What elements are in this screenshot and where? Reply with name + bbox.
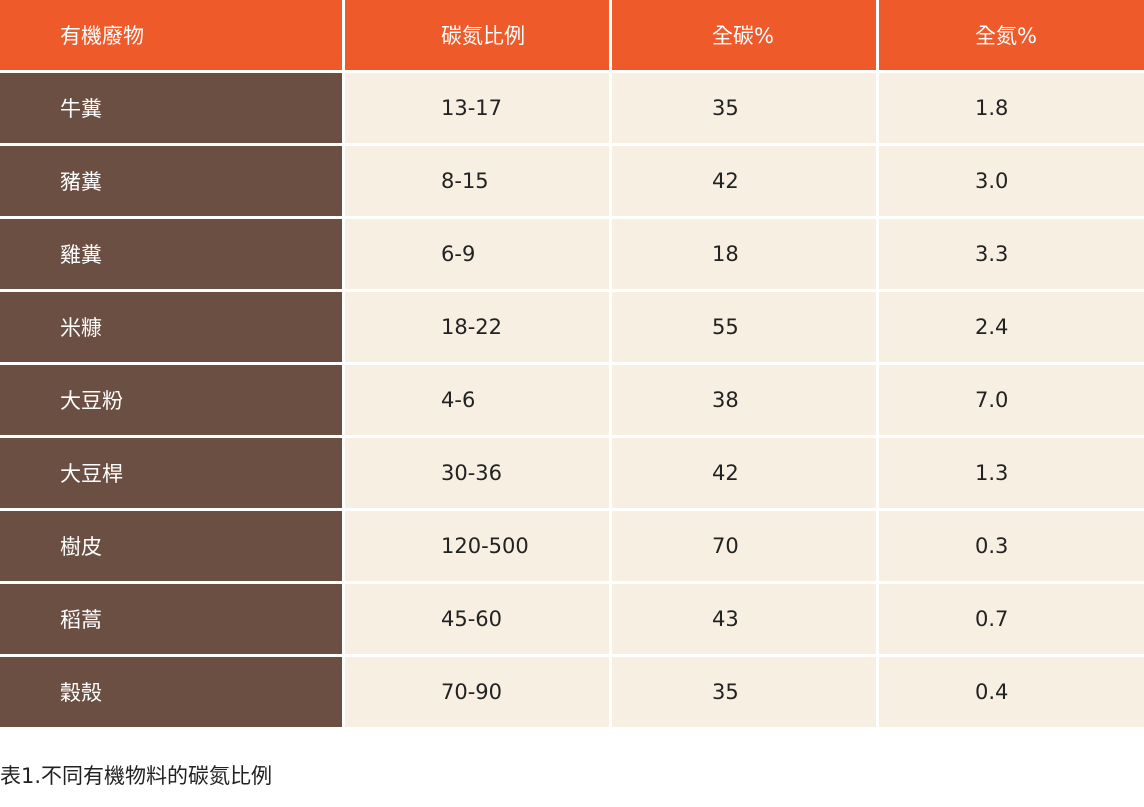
table-cell: 18 xyxy=(612,219,876,289)
header-cell: 有機廢物 xyxy=(0,0,342,70)
row-label: 米糠 xyxy=(0,292,342,362)
row-label: 大豆桿 xyxy=(0,438,342,508)
table-cell: 4-6 xyxy=(345,365,609,435)
table-cell: 30-36 xyxy=(345,438,609,508)
table-cell: 1.3 xyxy=(879,438,1144,508)
row-label: 大豆粉 xyxy=(0,365,342,435)
table-cell: 70-90 xyxy=(345,657,609,727)
table: 有機廢物 碳氮比例 全碳% 全氮% 牛糞 13-17 35 1.8 豬糞 8-15 42 3.0 雞糞 6… xyxy=(0,0,1144,727)
row-label: 稻蒿 xyxy=(0,584,342,654)
caption: 表1.不同有機物料的碳氮比例 xyxy=(0,764,273,788)
header-cell: 全碳% xyxy=(612,0,876,70)
table-cell: 8-15 xyxy=(345,146,609,216)
table-cell: 18-22 xyxy=(345,292,609,362)
table-cell: 6-9 xyxy=(345,219,609,289)
row-label: 豬糞 xyxy=(0,146,342,216)
table-cell: 120-500 xyxy=(345,511,609,581)
table-cell: 0.7 xyxy=(879,584,1144,654)
table-cell: 42 xyxy=(612,146,876,216)
table-cell: 42 xyxy=(612,438,876,508)
table-cell: 35 xyxy=(612,73,876,143)
table-cell: 2.4 xyxy=(879,292,1144,362)
table-cell: 55 xyxy=(612,292,876,362)
table-cell: 45-60 xyxy=(345,584,609,654)
table-cell: 43 xyxy=(612,584,876,654)
table-cell: 3.3 xyxy=(879,219,1144,289)
table-cell: 35 xyxy=(612,657,876,727)
header-cell: 碳氮比例 xyxy=(345,0,609,70)
table-cell: 38 xyxy=(612,365,876,435)
row-label: 牛糞 xyxy=(0,73,342,143)
table-cell: 3.0 xyxy=(879,146,1144,216)
table-cell: 7.0 xyxy=(879,365,1144,435)
table-cell: 1.8 xyxy=(879,73,1144,143)
table-cell: 0.3 xyxy=(879,511,1144,581)
row-label: 穀殼 xyxy=(0,657,342,727)
row-label: 雞糞 xyxy=(0,219,342,289)
table-cell: 13-17 xyxy=(345,73,609,143)
header-cell: 全氮% xyxy=(879,0,1144,70)
table-cell: 0.4 xyxy=(879,657,1144,727)
row-label: 樹皮 xyxy=(0,511,342,581)
table-cell: 70 xyxy=(612,511,876,581)
